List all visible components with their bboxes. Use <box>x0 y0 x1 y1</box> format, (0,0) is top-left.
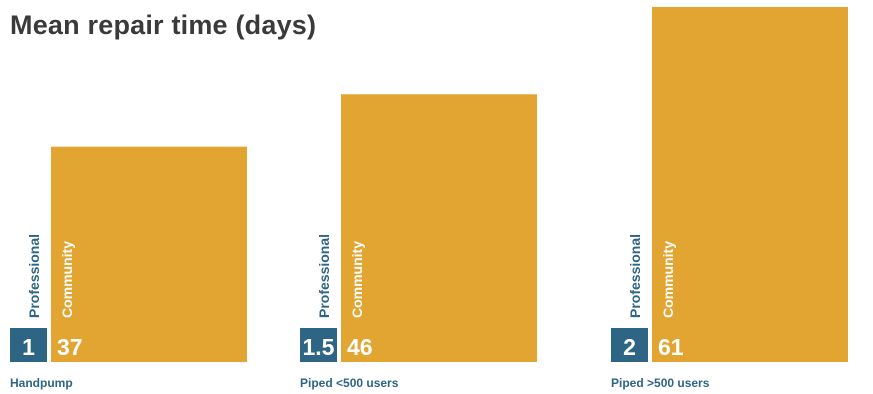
professional-series-label: Professional <box>26 234 42 318</box>
professional-value-label: 2 <box>623 334 636 360</box>
category-label-piped-500-users: Piped >500 users <box>611 376 710 390</box>
community-value-label: 61 <box>658 334 684 360</box>
professional-series-label: Professional <box>316 234 332 318</box>
community-value-label: 37 <box>57 334 83 360</box>
category-label-piped-500-users: Piped <500 users <box>300 376 399 390</box>
community-bar-piped-500-users <box>652 7 848 362</box>
chart-title: Mean repair time (days) <box>10 10 317 40</box>
professional-series-label: Professional <box>627 234 643 318</box>
professional-bar-handpump <box>10 328 47 362</box>
professional-bar-piped-500-users <box>300 328 337 362</box>
professional-bar-piped-500-users <box>611 328 648 362</box>
professional-value-label: 1 <box>22 334 35 360</box>
community-series-label: Community <box>660 241 676 318</box>
community-series-label: Community <box>59 241 75 318</box>
professional-value-label: 1.5 <box>303 334 335 360</box>
community-bar-piped-500-users <box>341 94 537 363</box>
community-series-label: Community <box>349 241 365 318</box>
community-bar-handpump <box>51 146 247 362</box>
community-value-label: 46 <box>347 334 373 360</box>
category-label-handpump: Handpump <box>10 376 73 390</box>
